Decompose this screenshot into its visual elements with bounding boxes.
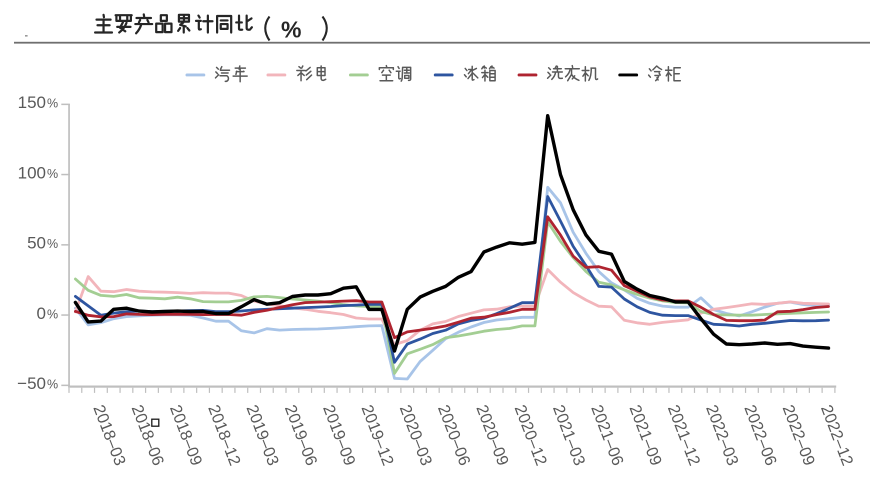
svg-text:2018–03: 2018–03: [89, 402, 129, 468]
svg-text:2019–12: 2019–12: [357, 402, 397, 468]
svg-text:%: %: [47, 97, 58, 111]
svg-text:2022–06: 2022–06: [740, 402, 780, 468]
svg-text:2021–12: 2021–12: [664, 402, 704, 468]
svg-text:2019–03: 2019–03: [243, 402, 283, 468]
svg-text:2022–09: 2022–09: [779, 402, 819, 468]
svg-text:2018–06: 2018–06: [128, 402, 168, 468]
svg-text:−50: −50: [17, 374, 46, 393]
svg-text:2018–12: 2018–12: [204, 402, 244, 468]
svg-text:2018–09: 2018–09: [166, 402, 206, 468]
svg-text:2021–09: 2021–09: [626, 402, 666, 468]
svg-text:%: %: [47, 307, 58, 321]
svg-text:%: %: [47, 167, 58, 181]
svg-text:0: 0: [37, 304, 46, 323]
svg-text:2019–09: 2019–09: [319, 402, 359, 468]
svg-text:2019–06: 2019–06: [281, 402, 321, 468]
svg-text:2020–06: 2020–06: [434, 402, 474, 468]
svg-text:2020–09: 2020–09: [472, 402, 512, 468]
svg-text:%: %: [47, 378, 58, 392]
svg-text:100: 100: [18, 163, 46, 182]
svg-text:2021–03: 2021–03: [549, 402, 589, 468]
svg-text:%: %: [47, 237, 58, 251]
svg-text:2021–06: 2021–06: [587, 402, 627, 468]
svg-text:2022–03: 2022–03: [702, 402, 742, 468]
svg-text:2020–12: 2020–12: [511, 402, 551, 468]
svg-text:%: %: [281, 17, 301, 43]
svg-text:2020–03: 2020–03: [396, 402, 436, 468]
svg-text:2022–12: 2022–12: [817, 402, 857, 468]
svg-text:50: 50: [27, 234, 46, 253]
svg-text:150: 150: [18, 93, 46, 112]
